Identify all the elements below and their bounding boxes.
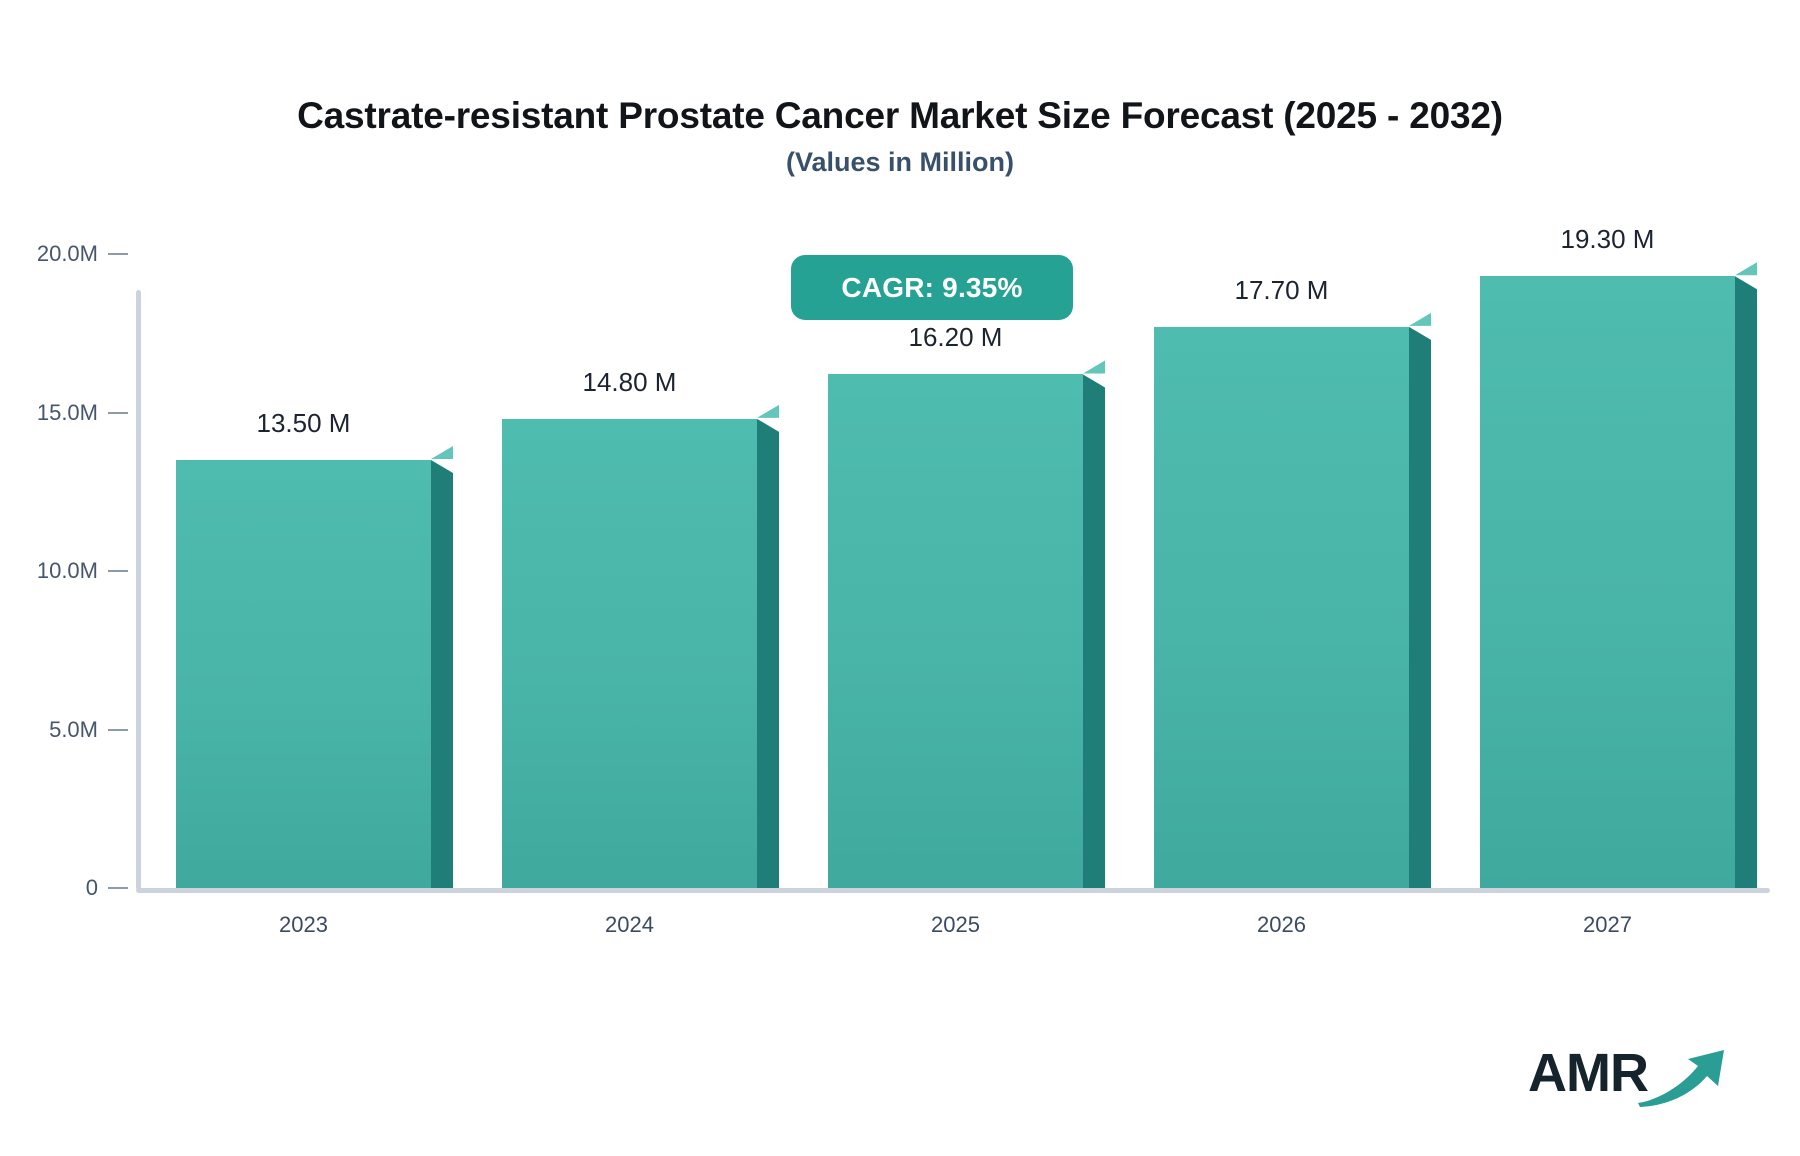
y-axis-tick-label: 20.0M xyxy=(36,241,98,266)
bar-value-label: 13.50 M xyxy=(256,408,351,439)
bar-top-face xyxy=(431,446,453,460)
bar-top-face xyxy=(757,404,779,418)
cagr-badge-label: CAGR: 9.35% xyxy=(841,271,1023,303)
bar-side-face xyxy=(1735,276,1757,888)
bar-value-label: 16.20 M xyxy=(908,322,1003,353)
chart-subtitle: (Values in Million) xyxy=(785,147,1015,177)
bar-top-face xyxy=(1409,312,1431,326)
bar-value-label: 17.70 M xyxy=(1234,274,1329,305)
x-axis-label: 2026 xyxy=(1257,912,1306,937)
amr-logo: AMR xyxy=(1528,1040,1728,1112)
y-axis-tick: 0 xyxy=(0,875,136,900)
page-title: Castrate-resistant Prostate Cancer Marke… xyxy=(297,95,1503,136)
bar-group[interactable]: 13.50 M xyxy=(176,400,453,888)
bar-face xyxy=(1154,326,1409,888)
x-axis-label: 2024 xyxy=(605,912,654,937)
y-axis-tick-label: 10.0M xyxy=(36,558,98,583)
bar-group[interactable]: 14.80 M xyxy=(502,359,779,888)
bar-side-face xyxy=(431,460,453,888)
bar-face xyxy=(1480,276,1735,888)
y-axis-tick: 20.0M xyxy=(0,241,136,266)
bar-value-label: 19.30 M xyxy=(1560,224,1655,255)
bar-top-face xyxy=(1735,262,1757,276)
bar-top-face xyxy=(1083,360,1105,374)
y-axis-tick-mark xyxy=(108,887,128,889)
bar-group[interactable]: 19.30 M xyxy=(1480,216,1757,888)
bar-face xyxy=(828,374,1083,888)
y-axis-tick-label: 5.0M xyxy=(49,716,98,742)
y-axis-tick-mark xyxy=(108,728,128,731)
y-axis-tick-mark xyxy=(108,411,128,414)
bar-group[interactable]: 17.70 M xyxy=(1154,267,1431,888)
growth-arrow-icon xyxy=(1638,1050,1724,1107)
bar-side-face xyxy=(1409,326,1431,888)
x-axis-label: 2023 xyxy=(279,912,328,937)
y-axis-tick: 5.0M xyxy=(0,716,136,742)
x-axis-line xyxy=(136,888,1770,893)
bar-side-face xyxy=(1083,374,1105,888)
x-axis-label: 2027 xyxy=(1583,912,1632,937)
amr-logo-text: AMR xyxy=(1528,1043,1649,1103)
bar-side-face xyxy=(757,418,779,888)
y-axis-tick: 15.0M xyxy=(0,399,136,425)
bar-face xyxy=(176,460,431,888)
y-axis-tick-label: 15.0M xyxy=(36,399,98,425)
bar-value-label: 14.80 M xyxy=(582,366,677,397)
cagr-badge: CAGR: 9.35% xyxy=(791,255,1073,320)
y-axis-tick-label: 0 xyxy=(85,875,98,900)
y-axis-line xyxy=(136,290,141,890)
y-axis-tick-mark xyxy=(108,570,128,572)
y-axis-tick: 10.0M xyxy=(0,558,136,583)
bar-group[interactable]: 16.20 M xyxy=(828,314,1105,888)
bar-face xyxy=(502,418,757,888)
x-axis-label: 2025 xyxy=(931,912,980,937)
y-axis-tick-mark xyxy=(108,253,128,255)
